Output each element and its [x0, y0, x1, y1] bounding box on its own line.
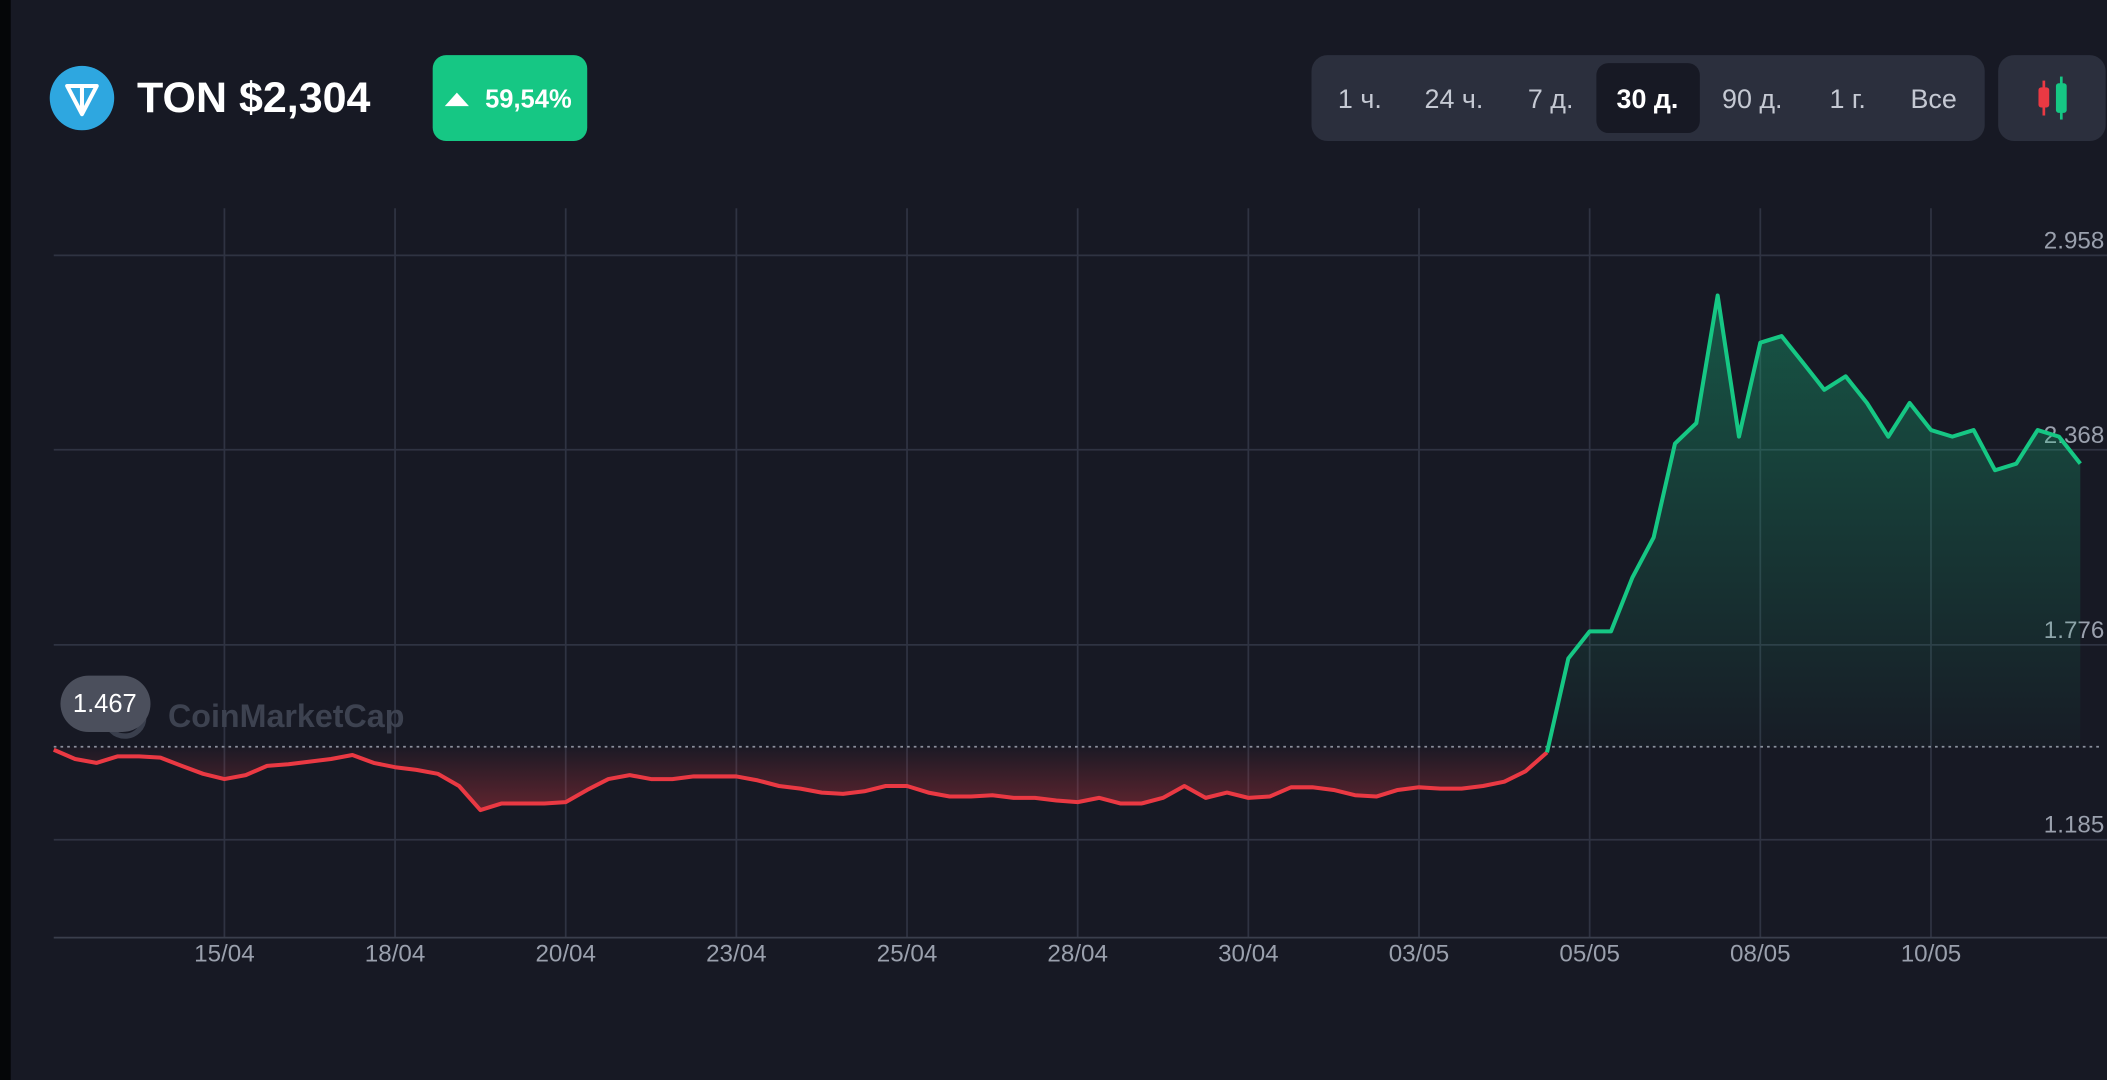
range-button-label: Все [1911, 84, 1957, 114]
x-tick-label: 30/04 [1218, 940, 1279, 967]
price-line [52, 747, 1549, 813]
y-tick-label: 1.185 [2044, 812, 2105, 839]
x-tick-label: 20/04 [535, 940, 596, 967]
range-button-label: 1 г. [1829, 84, 1865, 114]
coin-icon-glyph [65, 83, 99, 117]
range-button[interactable]: 90 д. [1722, 84, 1782, 114]
range-button[interactable]: 30 д. [1596, 63, 1700, 133]
baseline-pill [60, 675, 151, 732]
x-tick-label: 23/04 [706, 940, 767, 967]
x-tick-label: 10/05 [1901, 940, 1962, 967]
range-button-label: 90 д. [1722, 84, 1782, 114]
change-label: 59,54% [485, 85, 572, 113]
range-button[interactable]: 1 г. [1829, 84, 1865, 114]
candle-icon [2038, 87, 2050, 108]
range-button[interactable]: Все [1911, 84, 1957, 114]
plot: 15/04 18/04 20/04 23/04 25/04 28/04 30/04 03/05… [52, 208, 2107, 967]
x-tick-label: 05/05 [1559, 940, 1620, 967]
x-tick-label: 28/04 [1047, 940, 1108, 967]
baseline-label: 1.467 [73, 690, 137, 718]
x-tick-label: 25/04 [877, 940, 938, 967]
x-tick-label: 08/05 [1730, 940, 1791, 967]
range-button-label: 1 ч. [1338, 84, 1382, 114]
price-line [1545, 293, 2082, 753]
range-button[interactable]: 7 д. [1528, 84, 1574, 114]
range-button-active [1596, 63, 1700, 133]
range-button[interactable]: 24 ч. [1425, 84, 1484, 114]
x-tick-label: 15/04 [194, 940, 255, 967]
header: TON $2,304 59,54% 1 ч. 24 ч. 7 д. 30 д. 90 д… [49, 55, 2106, 142]
y-tick-label: 2.958 [2044, 227, 2105, 254]
area [1546, 295, 2081, 753]
x-tick-label: 18/04 [365, 940, 426, 967]
chart-style-button[interactable] [1998, 55, 2106, 142]
range-button-label: 30 д. [1617, 84, 1679, 114]
range-button-label: 24 ч. [1425, 84, 1484, 114]
change-badge [432, 55, 588, 142]
range-button[interactable]: 1 ч. [1338, 84, 1382, 114]
edge [0, 0, 11, 1080]
area [53, 746, 1547, 811]
candle-icon [2055, 83, 2067, 113]
coin-title: TON $2,304 [137, 74, 371, 122]
range-button-label: 7 д. [1528, 84, 1574, 114]
watermark: CoinMarketCap [168, 698, 404, 734]
up-arrow [444, 92, 469, 107]
x-tick-label: 03/05 [1389, 940, 1450, 967]
